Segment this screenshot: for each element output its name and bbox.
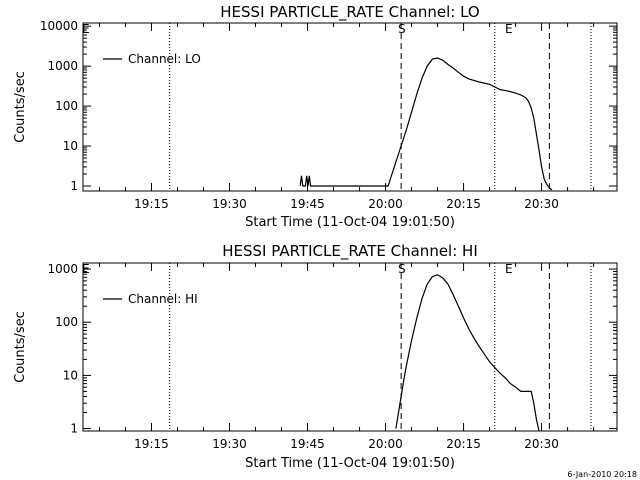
- hi-x-tick-label: 19:15: [134, 437, 169, 451]
- hi-y-tick-label: 100: [55, 315, 78, 329]
- hi-y-tick-label: 1: [70, 422, 78, 436]
- hi-x-tick-label: 20:15: [446, 437, 481, 451]
- lo-y-tick-label: 10000: [40, 19, 78, 33]
- lo-x-tick-label: 19:15: [134, 197, 169, 211]
- footer-timestamp: 6-Jan-2010 20:18: [567, 470, 637, 479]
- lo-marker-left-label: E: [82, 22, 90, 36]
- hi-x-axis-label: Start Time (11-Oct-04 19:01:50): [245, 456, 455, 471]
- lo-series-line: [299, 57, 553, 191]
- hi-chart-title: HESSI PARTICLE_RATE Channel: HI: [222, 242, 478, 261]
- hi-marker-start-label: S: [398, 262, 406, 276]
- lo-marker-start-label: S: [398, 22, 406, 36]
- lo-legend-label: Channel: LO: [128, 52, 201, 66]
- hi-y-axis-label: Counts/sec: [13, 311, 28, 383]
- lo-y-tick-label: 10: [63, 139, 78, 153]
- hi-x-tick-label: 20:00: [368, 437, 403, 451]
- lo-x-tick-label: 20:15: [446, 197, 481, 211]
- lo-x-tick-label: 20:00: [368, 197, 403, 211]
- hi-y-tick-label: 1000: [47, 262, 78, 276]
- lo-x-tick-label: 19:30: [212, 197, 247, 211]
- lo-x-axis-label: Start Time (11-Oct-04 19:01:50): [245, 215, 455, 230]
- lo-x-tick-label: 20:30: [524, 197, 559, 211]
- lo-marker-end-label: E: [505, 22, 513, 36]
- hi-x-tick-label: 19:30: [212, 437, 247, 451]
- lo-x-tick-label: 19:45: [290, 197, 325, 211]
- hi-x-tick-label: 19:45: [290, 437, 325, 451]
- lo-y-axis-label: Counts/sec: [13, 71, 28, 143]
- hi-marker-end-label: E: [505, 262, 513, 276]
- lo-plot-frame: [82, 22, 618, 192]
- lo-channel-plot: HESSI PARTICLE_RATE Channel: LO Start Ti…: [13, 3, 618, 230]
- lo-chart-title: HESSI PARTICLE_RATE Channel: LO: [220, 3, 479, 22]
- hi-y-tick-label: 10: [63, 368, 78, 382]
- lo-y-tick-label: 1: [70, 179, 78, 193]
- hi-series-line: [395, 274, 540, 432]
- hi-plot-frame: [82, 262, 618, 432]
- lo-y-tick-label: 1000: [47, 59, 78, 73]
- hi-legend-label: Channel: HI: [128, 292, 198, 306]
- hi-x-tick-label: 20:30: [524, 437, 559, 451]
- hi-channel-plot: HESSI PARTICLE_RATE Channel: HI Start Ti…: [13, 242, 618, 471]
- lo-y-tick-label: 100: [55, 99, 78, 113]
